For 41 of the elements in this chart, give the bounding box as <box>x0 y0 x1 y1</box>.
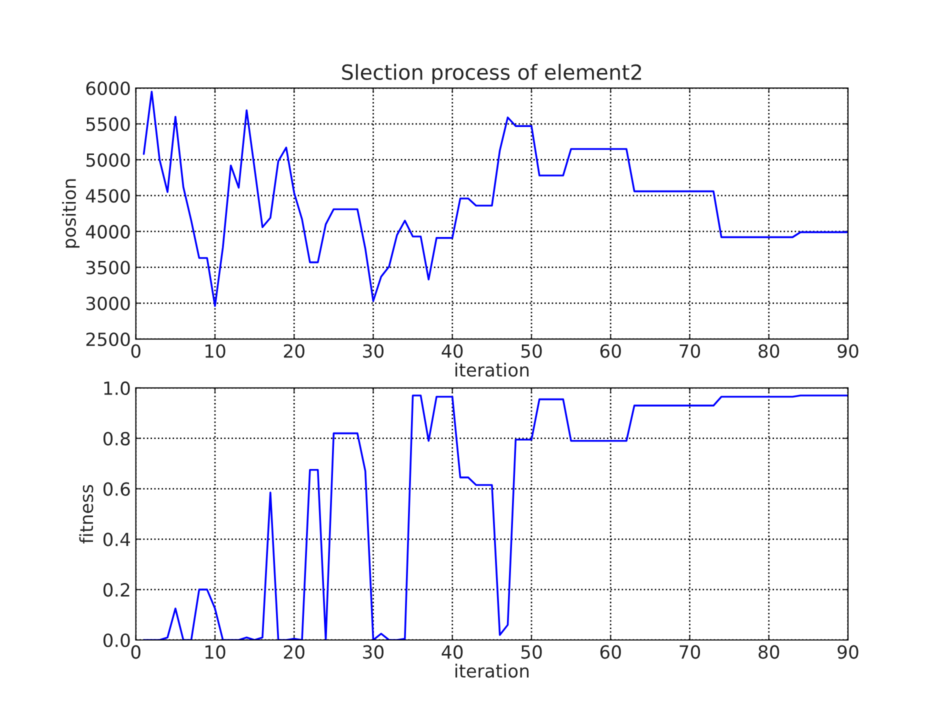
y-tick-label: 6000 <box>86 82 130 96</box>
x-tick-label: 90 <box>838 344 858 358</box>
x-tick-label: 60 <box>600 645 621 659</box>
y-tick-label: 3500 <box>86 260 130 274</box>
x-tick-label: 30 <box>363 645 384 659</box>
x-tick-label: 40 <box>442 645 463 659</box>
y-axis-title: position <box>62 179 80 248</box>
x-tick-label: 60 <box>600 344 621 358</box>
x-tick-label: 20 <box>284 344 304 358</box>
y-tick-label: 0.6 <box>103 482 130 496</box>
x-tick-label: 0 <box>131 344 140 358</box>
line-series <box>142 394 848 640</box>
y-tick-label: 2500 <box>86 332 130 346</box>
x-axis-title: iteration <box>455 664 529 678</box>
y-tick-label: 4500 <box>86 189 130 203</box>
chart-title: Slection process of element2 <box>342 64 642 84</box>
x-tick-label: 80 <box>758 344 780 358</box>
x-tick-label: 50 <box>521 344 542 358</box>
y-tick-label: 0.8 <box>103 432 130 446</box>
y-tick-label: 0.2 <box>103 583 130 597</box>
x-tick-label: 50 <box>521 645 542 659</box>
y-tick-label: 5500 <box>86 117 130 132</box>
x-tick-label: 70 <box>680 344 700 358</box>
y-tick-label: 3000 <box>86 296 130 310</box>
y-tick-label: 1.0 <box>104 381 130 396</box>
x-tick-label: 20 <box>284 645 304 659</box>
line-series <box>142 90 848 307</box>
x-tick-label: 0 <box>131 645 140 659</box>
y-tick-label: 0.4 <box>103 532 130 546</box>
x-tick-label: 10 <box>205 344 226 358</box>
x-tick-label: 90 <box>838 645 858 659</box>
x-tick-label: 70 <box>680 645 700 659</box>
x-axis-title: iteration <box>455 362 529 377</box>
x-tick-label: 30 <box>363 344 384 358</box>
y-axis-title: fitness <box>79 484 94 544</box>
y-tick-label: 4000 <box>86 224 130 239</box>
x-tick-label: 40 <box>442 344 463 358</box>
y-tick-label: 0.0 <box>103 633 130 648</box>
x-tick-label: 80 <box>758 645 780 659</box>
x-tick-label: 10 <box>205 645 226 659</box>
y-tick-label: 5000 <box>86 153 130 167</box>
